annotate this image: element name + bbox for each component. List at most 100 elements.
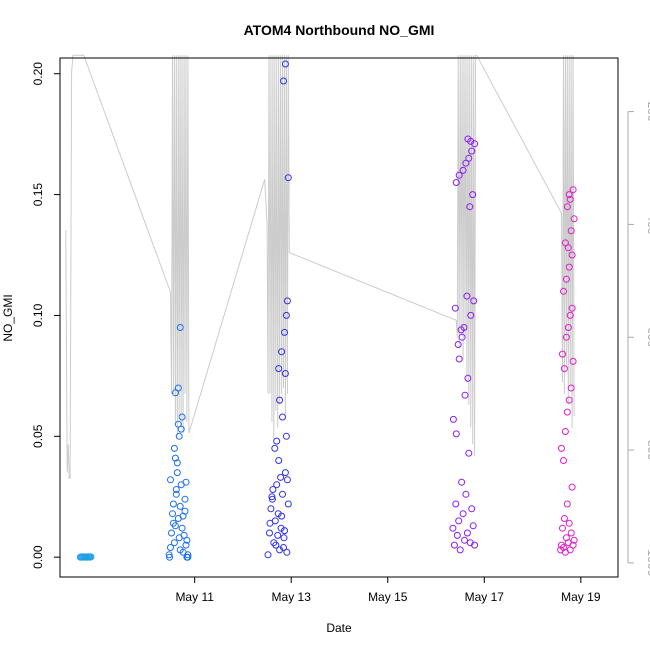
data-point [276, 396, 284, 404]
y-tick-label: 0.00 [31, 545, 45, 569]
data-point [281, 527, 288, 535]
data-point [172, 490, 180, 498]
data-point [565, 519, 573, 527]
data-points [76, 60, 578, 561]
data-point [468, 505, 476, 513]
data-point [272, 541, 280, 549]
data-point [274, 531, 282, 539]
data-point [176, 324, 184, 331]
data-point [283, 297, 291, 305]
data-point [450, 541, 458, 549]
data-point [452, 430, 460, 438]
data-point [266, 519, 274, 527]
data-point [567, 384, 575, 392]
x-tick-label: May 19 [561, 590, 601, 604]
data-point [284, 500, 292, 508]
data-point [184, 553, 192, 561]
data-point [269, 486, 277, 493]
x-tick-label: May 13 [272, 590, 312, 604]
x-tick-label: May 17 [465, 590, 505, 604]
data-point [454, 341, 462, 348]
data-point [280, 544, 287, 551]
data-point [464, 374, 472, 382]
data-point [283, 476, 291, 484]
y2-tick-label: 200 [645, 102, 650, 122]
data-point [462, 490, 470, 498]
data-point [174, 384, 182, 392]
data-point [281, 370, 289, 377]
data-point [268, 495, 276, 503]
data-point [166, 553, 174, 561]
data-point [453, 531, 461, 539]
data-point [567, 529, 575, 537]
data-point [452, 500, 460, 508]
series-3 [264, 60, 292, 559]
data-point [455, 355, 463, 363]
data-point [558, 444, 565, 452]
data-point [178, 524, 186, 532]
data-point [275, 365, 283, 373]
data-point [281, 60, 289, 68]
data-point [172, 486, 180, 493]
x-axis-label: Date [326, 621, 352, 635]
data-point [455, 517, 463, 525]
y2-tick-label: 800 [645, 440, 650, 460]
data-point [451, 304, 459, 312]
data-point [565, 396, 573, 404]
data-point [173, 459, 181, 467]
series-4 [449, 135, 479, 554]
data-point [170, 444, 178, 452]
data-point [279, 490, 286, 498]
data-point [559, 524, 566, 532]
data-point [449, 415, 457, 423]
data-point [282, 311, 290, 319]
data-point [560, 515, 568, 522]
data-point [463, 529, 471, 537]
y-axis-left: 0.00 0.05 0.10 0.15 0.20 [31, 62, 60, 569]
data-point [184, 551, 192, 559]
data-point [264, 551, 272, 559]
data-point [168, 529, 175, 537]
y2-tick-label: 400 [645, 214, 650, 234]
y-axis-label: NO_GMI [1, 294, 15, 341]
data-point [271, 444, 279, 452]
data-point [461, 536, 468, 544]
data-point [467, 311, 475, 319]
data-point [178, 413, 186, 421]
x-tick-label: May 11 [175, 590, 214, 604]
data-point [559, 350, 566, 358]
data-point [463, 292, 471, 300]
data-point [170, 539, 178, 547]
data-point [281, 328, 288, 336]
data-point [471, 541, 479, 549]
data-point [470, 297, 478, 305]
data-point [275, 457, 283, 464]
data-point [181, 495, 189, 503]
data-point [459, 166, 467, 174]
y2-tick-label: 600 [645, 327, 650, 347]
y-tick-label: 0.10 [31, 303, 45, 327]
data-point [278, 348, 286, 356]
x-tick-label: May 15 [368, 590, 408, 604]
data-point [469, 191, 477, 199]
data-point [460, 324, 468, 331]
data-point [280, 534, 288, 542]
data-point [568, 304, 576, 312]
data-point [465, 154, 473, 162]
data-point [471, 140, 479, 148]
data-point [282, 432, 290, 440]
data-point [560, 287, 567, 295]
data-point [455, 171, 463, 179]
data-point [167, 476, 174, 484]
chart-title: ATOM4 Northbound NO_GMI [244, 22, 435, 38]
data-point [277, 473, 285, 481]
pressure-trace-line [65, 54, 575, 479]
data-point [176, 546, 184, 554]
data-point [266, 529, 273, 537]
data-point [279, 413, 286, 421]
data-point [173, 469, 181, 477]
data-point [281, 469, 289, 477]
y-tick-label: 0.15 [31, 183, 45, 207]
y-axis-right: 200 400 600 800 1000 [627, 102, 650, 577]
